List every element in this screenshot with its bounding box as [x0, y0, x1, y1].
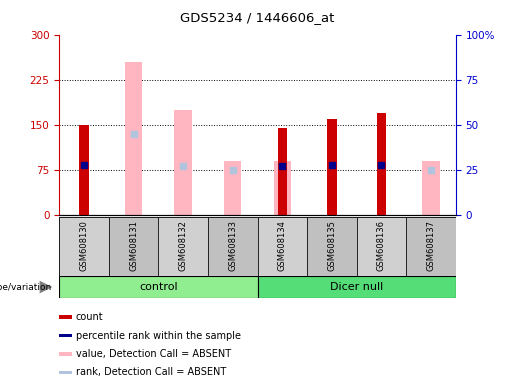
- Text: GSM608136: GSM608136: [377, 220, 386, 271]
- Bar: [376, 113, 386, 215]
- Text: percentile rank within the sample: percentile rank within the sample: [76, 331, 241, 341]
- Text: GSM608131: GSM608131: [129, 220, 138, 271]
- Bar: [258, 217, 307, 276]
- Bar: [278, 128, 287, 215]
- Bar: [125, 62, 142, 215]
- Bar: [59, 352, 72, 356]
- Bar: [224, 161, 242, 215]
- Bar: [79, 125, 89, 215]
- Bar: [356, 217, 406, 276]
- Text: Dicer null: Dicer null: [330, 282, 383, 292]
- Text: rank, Detection Call = ABSENT: rank, Detection Call = ABSENT: [76, 367, 226, 377]
- Bar: [159, 217, 208, 276]
- Bar: [208, 217, 258, 276]
- Bar: [59, 315, 72, 319]
- Bar: [59, 217, 109, 276]
- Bar: [59, 334, 72, 338]
- Text: value, Detection Call = ABSENT: value, Detection Call = ABSENT: [76, 349, 231, 359]
- Text: GSM608130: GSM608130: [79, 220, 89, 271]
- Text: GSM608132: GSM608132: [179, 220, 187, 271]
- Bar: [258, 276, 456, 298]
- Bar: [406, 217, 456, 276]
- Text: genotype/variation: genotype/variation: [0, 283, 52, 291]
- Text: count: count: [76, 312, 104, 322]
- Bar: [307, 217, 356, 276]
- Text: GSM608135: GSM608135: [328, 220, 336, 271]
- Bar: [59, 276, 258, 298]
- Text: GSM608134: GSM608134: [278, 220, 287, 271]
- Text: GSM608133: GSM608133: [228, 220, 237, 271]
- Text: control: control: [139, 282, 178, 292]
- Bar: [59, 371, 72, 374]
- Bar: [175, 110, 192, 215]
- Bar: [109, 217, 159, 276]
- Bar: [327, 119, 337, 215]
- Text: GSM608137: GSM608137: [426, 220, 436, 271]
- Polygon shape: [40, 281, 53, 293]
- Text: GDS5234 / 1446606_at: GDS5234 / 1446606_at: [180, 11, 335, 24]
- Bar: [273, 161, 291, 215]
- Bar: [422, 161, 440, 215]
